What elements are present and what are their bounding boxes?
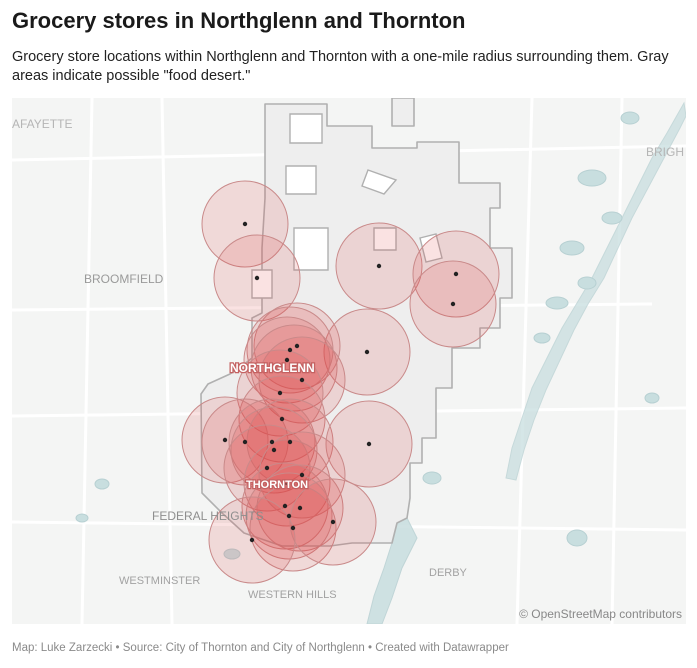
label-thornton: THORNTON bbox=[246, 479, 308, 491]
grocery-store-marker[interactable] bbox=[453, 271, 459, 277]
label-northglenn: NORTHGLENN bbox=[230, 361, 315, 375]
map-panel[interactable]: AFAYETTE BRIGH BROOMFIELD NORTHGLENN THO… bbox=[12, 98, 686, 624]
label-westminster: WESTMINSTER bbox=[119, 575, 200, 587]
grocery-store-marker[interactable] bbox=[271, 447, 277, 453]
grocery-store-marker[interactable] bbox=[287, 439, 293, 445]
grocery-store-marker[interactable] bbox=[364, 349, 370, 355]
label-brighton: BRIGH bbox=[646, 145, 684, 159]
grocery-store-marker[interactable] bbox=[286, 513, 292, 519]
grocery-store-marker[interactable] bbox=[282, 503, 288, 509]
grocery-store-marker[interactable] bbox=[242, 221, 248, 227]
grocery-store-marker[interactable] bbox=[242, 439, 248, 445]
grocery-store-marker[interactable] bbox=[294, 343, 300, 349]
grocery-store-marker[interactable] bbox=[297, 505, 303, 511]
grocery-store-marker[interactable] bbox=[254, 275, 260, 281]
label-federal-heights: FEDERAL HEIGHTS bbox=[152, 509, 264, 523]
grocery-store-marker[interactable] bbox=[277, 390, 283, 396]
grocery-store-marker[interactable] bbox=[269, 439, 275, 445]
grocery-store-layer bbox=[222, 221, 459, 543]
grocery-store-marker[interactable] bbox=[330, 519, 336, 525]
internal-boundaries bbox=[251, 113, 443, 299]
label-lafayette: AFAYETTE bbox=[12, 117, 72, 131]
grocery-store-marker[interactable] bbox=[287, 347, 293, 353]
grocery-store-marker[interactable] bbox=[249, 537, 255, 543]
grocery-store-marker[interactable] bbox=[291, 365, 297, 371]
label-derby: DERBY bbox=[429, 567, 468, 579]
grocery-store-marker[interactable] bbox=[284, 480, 290, 486]
map-subtitle: Grocery store locations within Northglen… bbox=[12, 49, 669, 84]
grocery-store-marker[interactable] bbox=[279, 416, 285, 422]
grocery-store-marker[interactable] bbox=[222, 437, 228, 443]
grocery-store-marker[interactable] bbox=[264, 465, 270, 471]
grocery-store-marker[interactable] bbox=[366, 441, 372, 447]
source-credit: Map: Luke Zarzecki • Source: City of Tho… bbox=[12, 642, 509, 654]
grocery-store-marker[interactable] bbox=[299, 472, 305, 478]
grocery-store-marker[interactable] bbox=[450, 301, 456, 307]
label-broomfield: BROOMFIELD bbox=[84, 272, 164, 286]
grocery-store-marker[interactable] bbox=[299, 377, 305, 383]
grocery-store-marker[interactable] bbox=[290, 525, 296, 531]
grocery-store-marker[interactable] bbox=[376, 263, 382, 269]
map-attribution[interactable]: © OpenStreetMap contributors bbox=[519, 607, 682, 621]
map-title: Grocery stores in Northglenn and Thornto… bbox=[12, 8, 466, 33]
place-labels: AFAYETTE BRIGH BROOMFIELD NORTHGLENN THO… bbox=[12, 117, 684, 601]
label-western-hills: WESTERN HILLS bbox=[248, 589, 337, 601]
grocery-store-marker[interactable] bbox=[284, 357, 290, 363]
